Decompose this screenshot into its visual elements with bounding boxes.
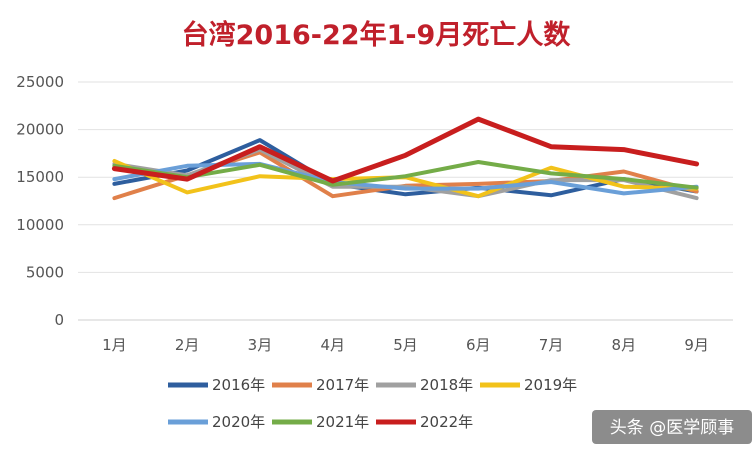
legend-label: 2021年 bbox=[316, 413, 369, 431]
legend-item: 2017年 bbox=[272, 376, 369, 394]
series-line-2016年 bbox=[112, 138, 699, 198]
grid-lines bbox=[78, 81, 733, 321]
legend-item: 2016年 bbox=[168, 376, 265, 394]
y-tick-label: 0 bbox=[54, 311, 64, 329]
legend-item: 2021年 bbox=[272, 413, 369, 431]
series-line-2020年 bbox=[112, 161, 699, 196]
legend-item: 2019年 bbox=[480, 376, 577, 394]
y-axis-tick-labels: 0 5000 10000 15000 20000 25000 bbox=[16, 73, 64, 329]
x-tick-label: 4月 bbox=[320, 336, 345, 354]
legend-label: 2020年 bbox=[212, 413, 265, 431]
legend-item: 2018年 bbox=[376, 376, 473, 394]
chart-title: 台湾2016-22年1-9月死亡人数 bbox=[182, 19, 572, 51]
watermark-background bbox=[592, 410, 752, 444]
x-tick-label: 9月 bbox=[684, 336, 709, 354]
watermark-text: 头条 @医学顾事 bbox=[610, 418, 734, 438]
y-tick-label: 5000 bbox=[26, 263, 64, 281]
legend-label: 2019年 bbox=[524, 376, 577, 394]
series-line-2021年 bbox=[112, 160, 699, 190]
series-lines bbox=[111, 116, 700, 201]
x-tick-label: 6月 bbox=[466, 336, 491, 354]
y-tick-label: 20000 bbox=[16, 121, 64, 139]
legend-label: 2022年 bbox=[420, 413, 473, 431]
legend-label: 2017年 bbox=[316, 376, 369, 394]
x-tick-label: 7月 bbox=[539, 336, 564, 354]
legend: 2016年 2017年 2018年 2019年 2020年 2021年 2022年 bbox=[168, 376, 577, 431]
x-axis-tick-labels: 1月 2月 3月 4月 5月 6月 7月 8月 9月 bbox=[102, 336, 709, 354]
series-line-2022年 bbox=[111, 116, 700, 184]
legend-item: 2022年 bbox=[376, 413, 473, 431]
legend-label: 2016年 bbox=[212, 376, 265, 394]
y-tick-label: 25000 bbox=[16, 73, 64, 91]
watermark: 头条 @医学顾事 bbox=[592, 410, 752, 444]
y-tick-label: 10000 bbox=[16, 216, 64, 234]
x-tick-label: 8月 bbox=[612, 336, 637, 354]
y-tick-label: 15000 bbox=[16, 168, 64, 186]
legend-label: 2018年 bbox=[420, 376, 473, 394]
x-tick-label: 5月 bbox=[393, 336, 418, 354]
x-tick-label: 2月 bbox=[175, 336, 200, 354]
legend-item: 2020年 bbox=[168, 413, 265, 431]
x-tick-label: 3月 bbox=[248, 336, 273, 354]
x-tick-label: 1月 bbox=[102, 336, 127, 354]
